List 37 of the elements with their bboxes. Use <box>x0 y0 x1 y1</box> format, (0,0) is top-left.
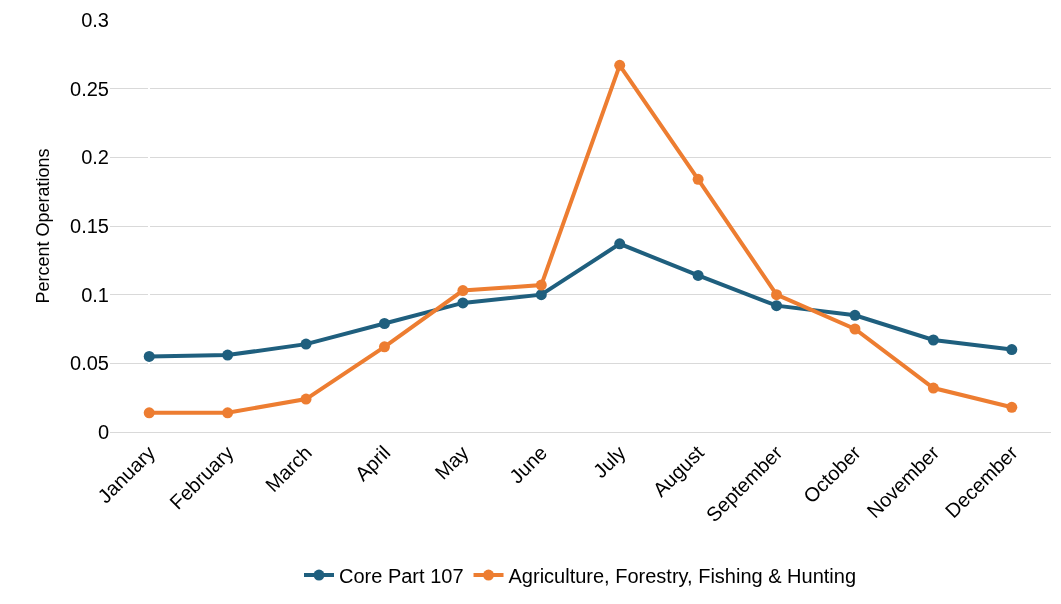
y-tick-label: 0.25 <box>70 77 109 100</box>
legend-label: Agriculture, Forestry, Fishing & Hunting <box>508 564 857 587</box>
point <box>927 382 939 394</box>
point <box>771 300 783 312</box>
x-tick-label: June <box>504 441 552 488</box>
point <box>849 323 861 335</box>
point <box>300 338 312 350</box>
point <box>535 289 547 301</box>
point <box>927 334 939 346</box>
x-tick-label: May <box>430 441 473 484</box>
point <box>535 279 547 291</box>
point <box>692 173 704 185</box>
point <box>222 407 234 419</box>
point <box>143 407 155 419</box>
point <box>143 350 155 362</box>
point <box>614 238 626 250</box>
y-axis-title: Percent Operations <box>33 148 54 304</box>
point <box>771 289 783 301</box>
point <box>849 309 861 321</box>
point <box>457 285 469 297</box>
y-tick-label: 0.1 <box>81 283 109 306</box>
point <box>300 393 312 405</box>
point <box>378 341 390 353</box>
point <box>614 59 626 71</box>
y-tick-label: 0.3 <box>81 9 109 31</box>
y-tick-label: 0.15 <box>70 215 109 237</box>
y-tick-label: 0 <box>97 421 109 443</box>
y-tick-label: 0.2 <box>81 146 109 169</box>
point <box>378 318 390 330</box>
point <box>692 269 704 281</box>
x-tick-label: July <box>588 441 630 483</box>
point <box>1006 401 1018 413</box>
point <box>222 349 234 361</box>
legend-label: Core Part 107 <box>339 564 464 587</box>
point <box>1006 344 1018 356</box>
point <box>457 297 469 309</box>
y-tick-label: 0.05 <box>70 352 109 375</box>
